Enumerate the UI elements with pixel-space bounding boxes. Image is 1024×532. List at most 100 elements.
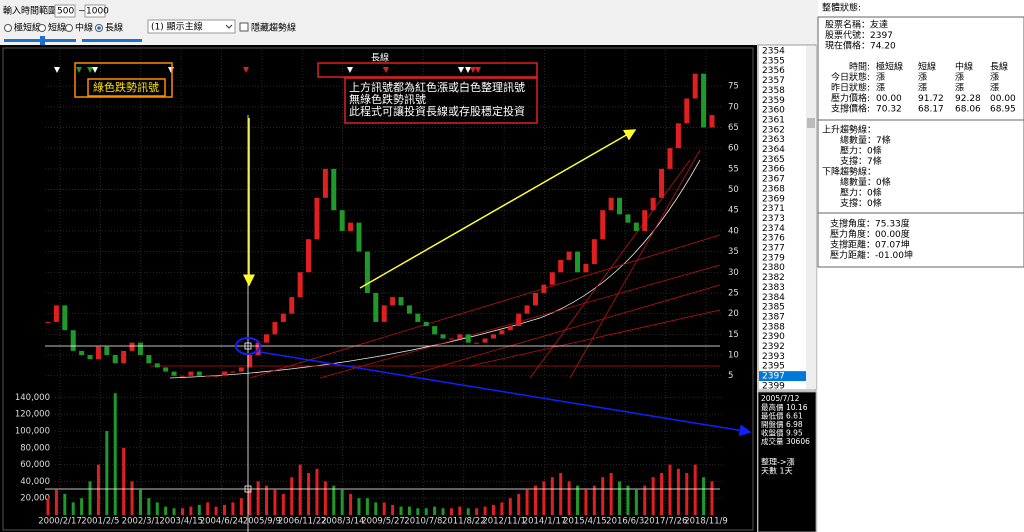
symbol-item[interactable]: 2374 [762, 224, 785, 234]
symbol-item[interactable]: 2362 [762, 125, 785, 135]
radio[interactable] [38, 24, 46, 32]
symbol-item[interactable]: 2361 [762, 115, 785, 125]
volume-bar [332, 485, 336, 515]
symbol-item[interactable]: 2387 [762, 312, 785, 322]
candle [247, 355, 253, 368]
symbol-item[interactable]: 2364 [762, 145, 785, 155]
symbol-item[interactable]: 2380 [762, 263, 785, 273]
symbol-item[interactable]: 2376 [762, 234, 785, 244]
angle-item: 壓力角度：00.00度 [830, 228, 910, 240]
volume-bar [54, 489, 58, 515]
trend-title: 上升趨勢線： [822, 124, 876, 136]
symbol-item[interactable]: 2368 [762, 184, 785, 194]
info-value: 10.16 [786, 403, 808, 412]
radio[interactable] [65, 24, 73, 32]
info-label: 開盤價 [761, 419, 784, 429]
symbol-item[interactable]: 2365 [762, 155, 785, 165]
volume-tick-label: 80,000 [20, 443, 50, 453]
range-from-box[interactable] [54, 4, 76, 18]
checkbox[interactable] [239, 22, 249, 32]
candle [272, 321, 278, 335]
green-signal-note: 綠色跌勢訊號 [93, 80, 159, 94]
symbol-item[interactable]: 2357 [762, 76, 785, 86]
x-tick-label: 2001/2/5 [81, 517, 119, 527]
symbol-item[interactable]: 2385 [762, 303, 785, 313]
row-label: 今日狀態: [831, 71, 870, 83]
symbol-item[interactable]: 2392 [762, 342, 785, 352]
candle [558, 259, 564, 273]
symbol-item[interactable]: 2358 [762, 86, 785, 96]
symbol-item[interactable]: 2373 [762, 214, 785, 224]
candle [390, 297, 396, 306]
volume-bar [424, 508, 428, 515]
note-line: 無綠色跌勢訊號 [349, 92, 426, 106]
range-from[interactable]: 500 [57, 7, 74, 17]
symbol-item[interactable]: 2377 [762, 244, 785, 254]
volume-bar [382, 502, 386, 515]
symbol-item[interactable]: 2388 [762, 322, 785, 332]
symbol-item[interactable]: 2397 [762, 372, 785, 382]
symbol-item[interactable]: 2382 [762, 273, 785, 283]
column-header: 長線 [990, 61, 1008, 73]
radio-label[interactable]: 中線 [75, 22, 93, 34]
scrollbar[interactable] [806, 46, 816, 389]
volume-bar [416, 508, 420, 515]
dropdown-text[interactable]: (1) 顯示主線 [151, 21, 203, 33]
dropdown[interactable] [147, 19, 236, 34]
scroll-thumb[interactable] [807, 118, 815, 128]
arrow [259, 351, 752, 437]
symbol-item[interactable]: 2390 [762, 332, 785, 342]
radio[interactable] [4, 24, 12, 32]
volume-bar [550, 477, 554, 515]
slider[interactable] [82, 39, 142, 42]
symbol-item[interactable]: 2356 [762, 66, 785, 76]
symbol-item[interactable]: 2369 [762, 194, 785, 204]
symbol-item[interactable]: 2395 [762, 362, 785, 372]
candle [448, 338, 454, 340]
volume-bar [147, 498, 151, 515]
symbol-item[interactable]: 2360 [762, 106, 785, 116]
cell: 漲 [955, 83, 964, 94]
cell: 漲 [918, 83, 927, 94]
trend-item: 總數量：7條 [840, 134, 891, 146]
symbol-item[interactable]: 2359 [762, 96, 785, 106]
candle [625, 214, 631, 223]
radio-label[interactable]: 長線 [105, 22, 123, 34]
symbol-item[interactable]: 2371 [762, 204, 785, 214]
symbol-item[interactable]: 2399 [762, 381, 785, 391]
slider-thumb[interactable] [40, 36, 45, 45]
candle [129, 342, 135, 351]
candle [213, 375, 219, 377]
radio-label[interactable]: 極短線 [14, 22, 41, 34]
cell: 00.00 [990, 94, 1016, 104]
symbol-item[interactable]: 2393 [762, 352, 785, 362]
orange-box [87, 78, 166, 97]
symbol-item[interactable]: 2366 [762, 165, 785, 175]
range-label: 輸入時間範圍: [3, 5, 60, 17]
x-tick-label: 2010/7/8 [404, 517, 442, 527]
range-to-box[interactable] [84, 4, 106, 18]
symbol-item[interactable]: 2367 [762, 175, 785, 185]
symbol-item[interactable]: 2384 [762, 293, 785, 303]
volume-bar [206, 502, 210, 515]
volume-bar [248, 489, 252, 515]
column-header: 中線 [955, 61, 973, 73]
symbol-item[interactable]: 2355 [762, 56, 785, 66]
volume-bar [80, 498, 84, 515]
candle [356, 222, 362, 252]
volume-bar [542, 481, 546, 515]
radio-label[interactable]: 短線 [48, 22, 66, 34]
symbol-item[interactable]: 2354 [762, 47, 785, 57]
volume-bar [433, 506, 437, 515]
checkbox-label[interactable]: 隱藏趨勢線 [251, 22, 296, 34]
candle [62, 305, 68, 331]
symbol-item[interactable]: 2379 [762, 253, 785, 263]
range-to[interactable]: 1000 [86, 7, 109, 17]
status-panel [818, 0, 1024, 532]
highlight [235, 337, 261, 355]
symbol-item[interactable]: 2383 [762, 283, 785, 293]
candle [457, 334, 463, 339]
symbol-item[interactable]: 2363 [762, 135, 785, 145]
